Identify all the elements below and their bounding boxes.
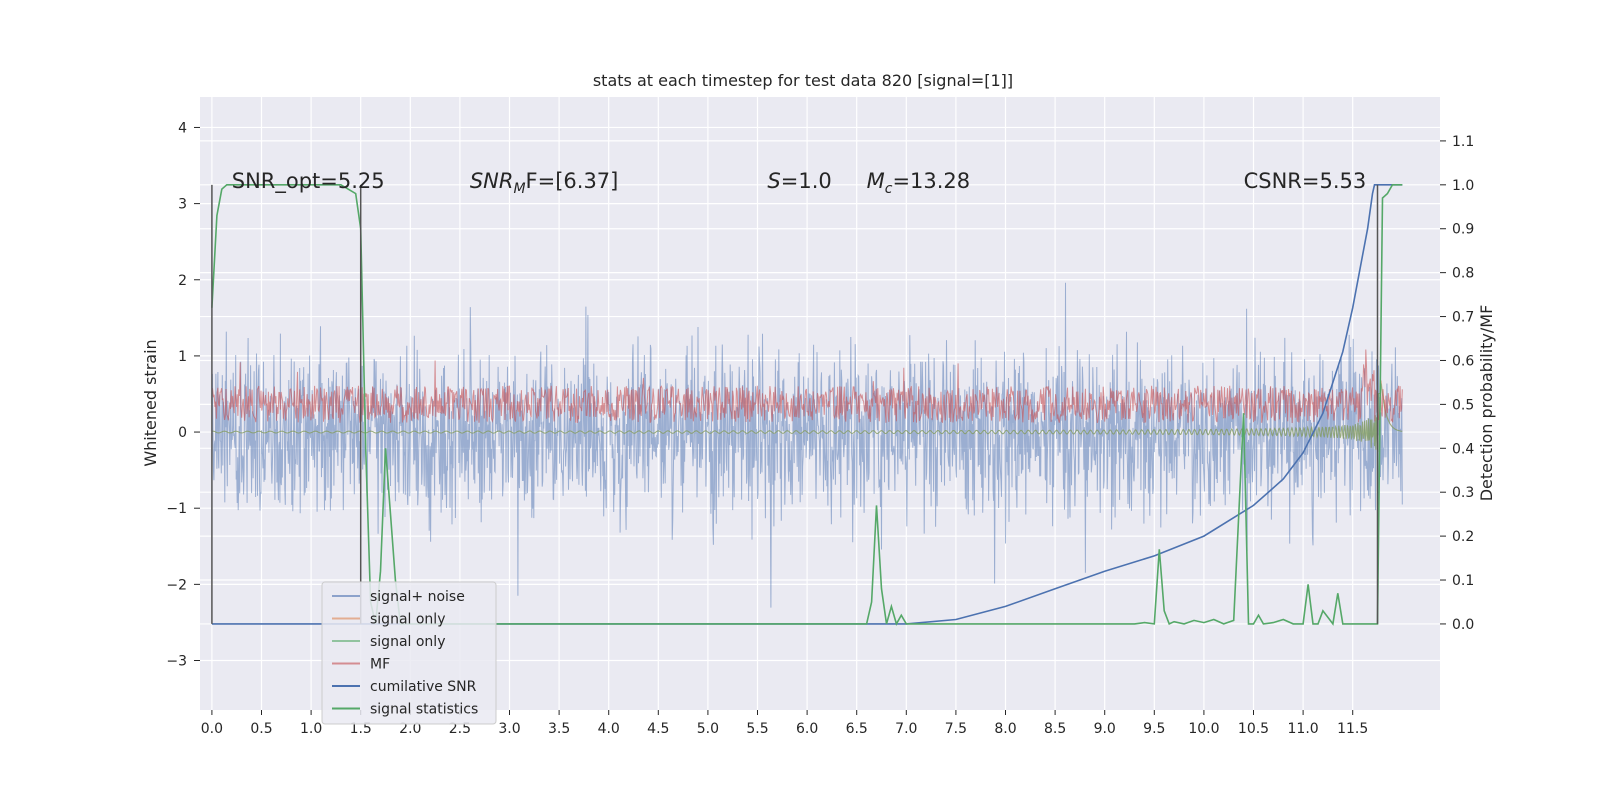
x-tick-label: 3.0 — [498, 721, 520, 737]
series-line-mf — [211, 349, 1403, 424]
y2-tick-label: 0.1 — [1452, 573, 1474, 589]
legend-label: MF — [370, 657, 390, 673]
y-tick-label: −2 — [166, 577, 187, 593]
x-tick-label: 3.5 — [548, 721, 570, 737]
x-tick-label: 11.0 — [1288, 721, 1319, 737]
x-tick-label: 8.5 — [1044, 721, 1066, 737]
annotation-text: SNR_opt=5.25 — [232, 169, 385, 194]
x-tick-label: 0.5 — [250, 721, 272, 737]
series-line-cumulative-snr — [211, 184, 1403, 625]
legend-box — [321, 581, 497, 725]
x-tick-label: 1.5 — [350, 721, 372, 737]
x-tick-label: 9.0 — [1094, 721, 1116, 737]
annotation-text: S=1.0 — [767, 169, 831, 193]
x-tick-label: 7.0 — [895, 721, 917, 737]
y2-tick-label: 0.6 — [1452, 353, 1474, 369]
legend-label: signal+ noise — [370, 589, 465, 605]
x-tick-label: 9.5 — [1143, 721, 1165, 737]
series-line-signal-only — [211, 383, 1403, 453]
y2-tick-label: 0.3 — [1452, 485, 1474, 501]
x-tick-label: 6.5 — [846, 721, 868, 737]
legend-label: signal statistics — [370, 702, 478, 718]
legend-label: cumilative SNR — [370, 679, 477, 695]
x-tick-label: 1.0 — [300, 721, 322, 737]
y2-tick-label: 0.7 — [1452, 310, 1474, 326]
x-tick-label: 2.0 — [399, 721, 421, 737]
axes: 0.0 0.5 1.0 1.5 2.0 2.5 3.0 3.5 4.0 4.5 5.0 5.5 6.0 6… — [166, 120, 1474, 737]
annotation-text: CSNR=5.53 — [1244, 169, 1367, 193]
x-tick-label: 5.0 — [697, 721, 719, 737]
y2-tick-label: 0.5 — [1452, 397, 1474, 413]
y-tick-label: 4 — [178, 120, 187, 136]
x-tick-label: 4.0 — [598, 721, 620, 737]
series-line-signal-noise — [211, 282, 1403, 608]
x-tick-label: 11.5 — [1337, 721, 1368, 737]
y2-axis-label: Detection probability/MF — [1477, 305, 1496, 502]
y2-tick-label: 1.1 — [1452, 134, 1474, 150]
x-tick-label: 7.5 — [945, 721, 967, 737]
x-tick-label: 0.0 — [201, 721, 223, 737]
x-tick-label: 2.5 — [449, 721, 471, 737]
x-tick-label: 10.0 — [1188, 721, 1219, 737]
annotation-text: Mc=13.28 — [867, 169, 971, 197]
y-tick-label: −3 — [166, 654, 187, 670]
y2-tick-label: 1.0 — [1452, 178, 1474, 194]
x-tick-label: 5.5 — [746, 721, 768, 737]
y2-tick-label: 0.2 — [1452, 529, 1474, 545]
y2-tick-label: 0.0 — [1452, 617, 1474, 633]
y2-tick-label: 0.8 — [1452, 266, 1474, 282]
y2-tick-label: 0.9 — [1452, 222, 1474, 238]
annotation-text: SNRMF=[6.37] — [470, 169, 619, 197]
y-tick-label: 1 — [178, 349, 187, 365]
legend: signal+ noise signal only signal only MF cum… — [321, 581, 497, 725]
y2-tick-label: 0.4 — [1452, 441, 1474, 457]
y-tick-label: 2 — [178, 273, 187, 289]
x-tick-label: 6.0 — [796, 721, 818, 737]
y-axis-label: Whitened strain — [141, 339, 160, 466]
legend-label: signal only — [370, 634, 445, 650]
annotations: SNR_opt=5.25 SNRMF=[6.37] S=1.0 Mc=13.28 CSN… — [232, 169, 1366, 197]
legend-label: signal only — [370, 612, 445, 628]
y-tick-label: −1 — [166, 501, 187, 517]
x-tick-label: 8.0 — [994, 721, 1016, 737]
x-tick-label: 4.5 — [647, 721, 669, 737]
y-tick-label: 0 — [178, 425, 187, 441]
x-tick-label: 10.5 — [1238, 721, 1269, 737]
y-tick-label: 3 — [178, 197, 187, 213]
chart-title: stats at each timestep for test data 820… — [593, 71, 1013, 90]
